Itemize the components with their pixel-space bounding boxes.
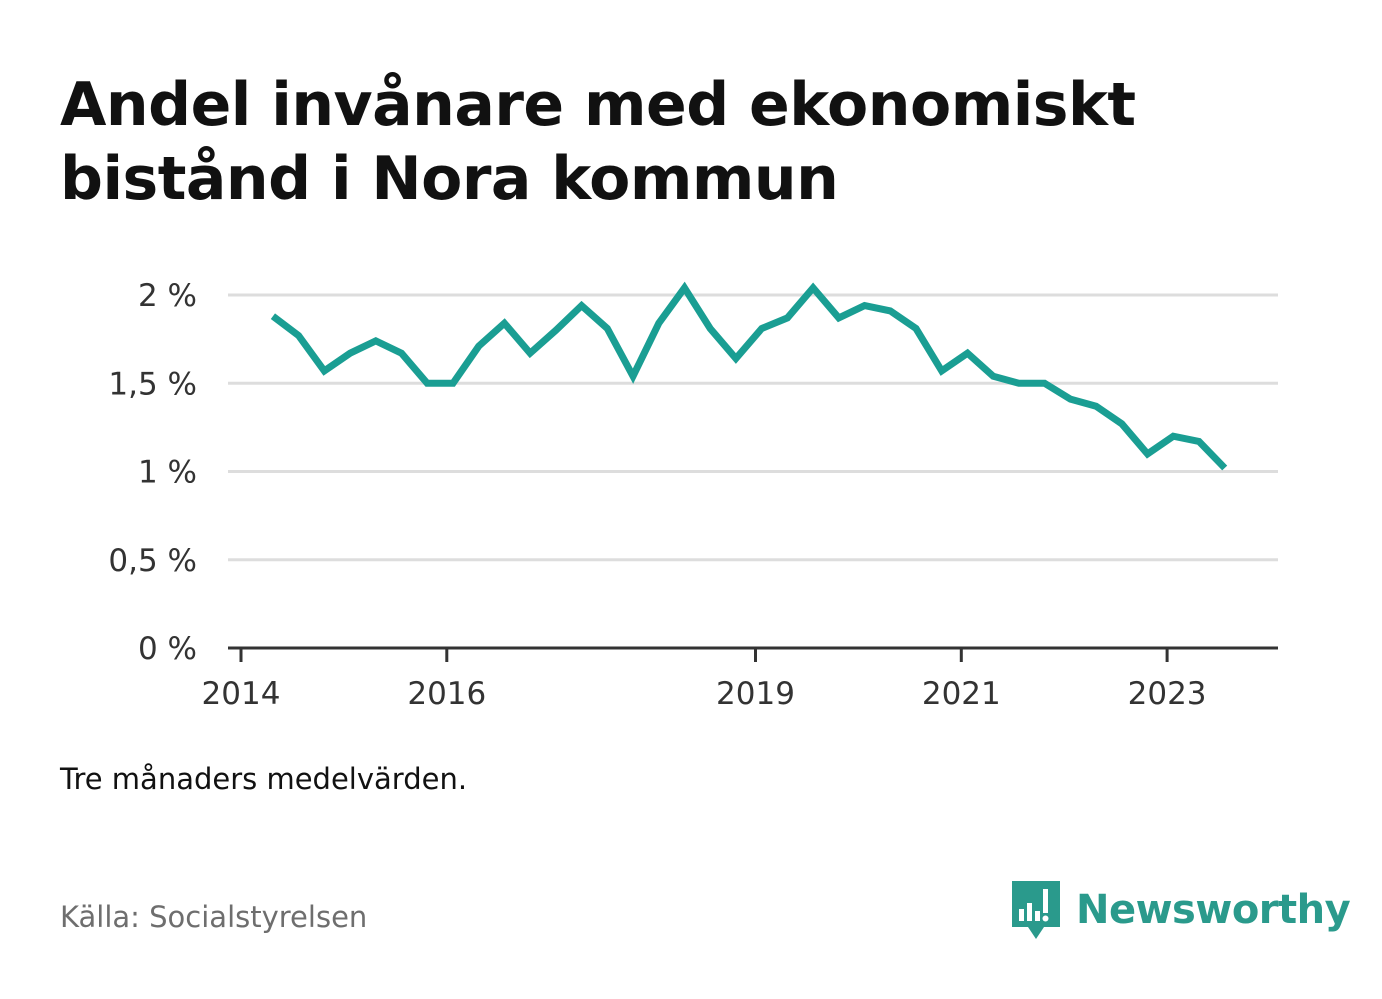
y-tick-label: 0,5 % [108,543,197,579]
y-tick-label: 1 % [138,455,197,491]
series-group [270,281,1228,471]
x-tick-label: 2019 [716,676,795,712]
y-tick-label: 2 % [138,278,197,314]
y-axis-labels: 0 % 0,5 % 1 % 1,5 % 2 % [108,278,197,667]
chart-title: Andel invånare med ekonomiskt bistånd i … [60,70,1136,214]
x-axis: 2014 2016 2019 2021 2023 [202,646,1278,712]
series-line [270,281,1228,471]
source-credit: Källa: Socialstyrelsen [60,900,368,934]
newsworthy-chart-bubble-icon [1012,881,1060,939]
newsworthy-logo: Newsworthy [1010,878,1351,942]
x-tick-label: 2014 [202,676,281,712]
line-chart: 0 % 0,5 % 1 % 1,5 % 2 % 2014 2016 2019 2021 2023 [108,278,1278,712]
chart-note: Tre månaders medelvärden. [60,762,468,796]
y-tick-label: 1,5 % [108,366,197,402]
x-tick-label: 2016 [407,676,486,712]
x-tick-label: 2023 [1128,676,1207,712]
grid-lines [228,293,1278,562]
y-tick-label: 0 % [138,631,197,667]
brand-name: Newsworthy [1076,887,1351,933]
x-tick-label: 2021 [922,676,1001,712]
